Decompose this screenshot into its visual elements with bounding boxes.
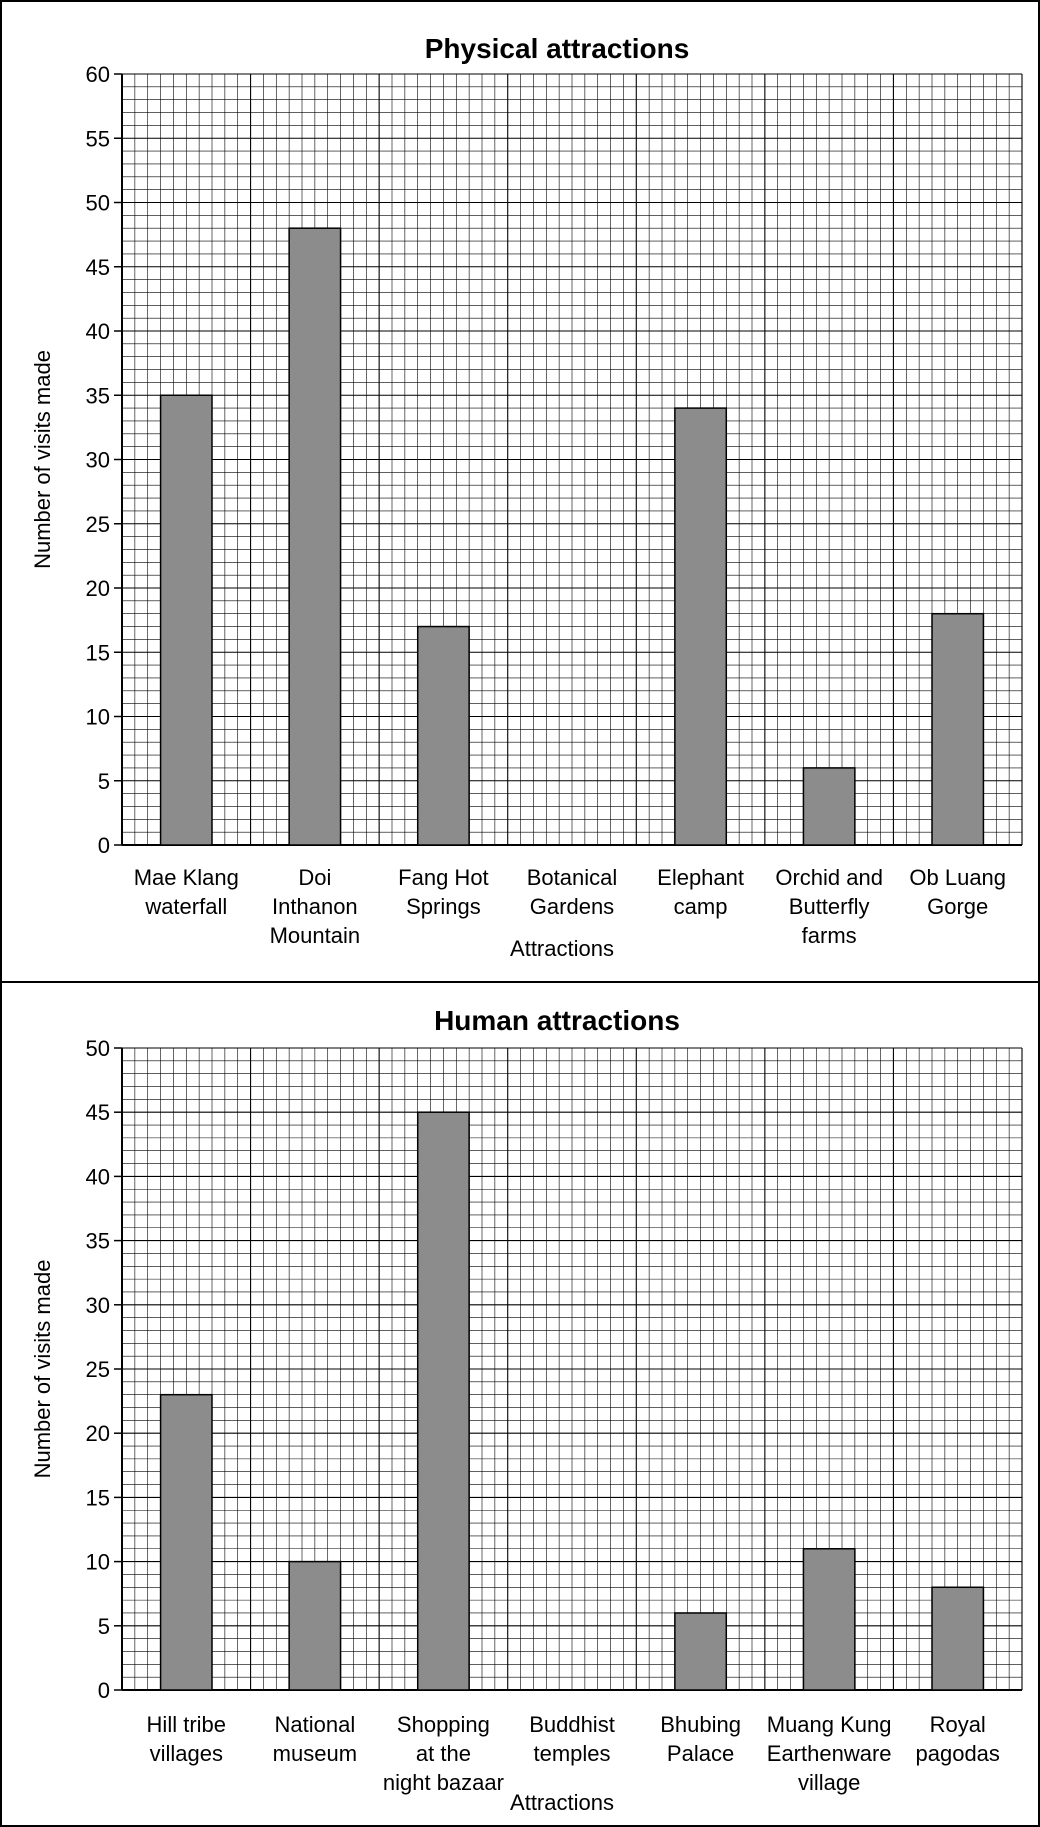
bar — [288, 1560, 342, 1691]
category-label: Orchid and — [775, 865, 883, 890]
category-label: Mountain — [270, 923, 361, 948]
category-label: Elephant — [657, 865, 744, 890]
category-label: at the — [416, 1741, 471, 1766]
chart-title: Physical attractions — [425, 33, 690, 64]
x-axis-label: Attractions — [510, 936, 614, 961]
y-tick-label: 45 — [86, 255, 110, 280]
category-label: Bhubing — [660, 1712, 741, 1737]
y-tick-label: 40 — [86, 319, 110, 344]
y-tick-label: 60 — [86, 62, 110, 87]
category-label: Botanical — [527, 865, 618, 890]
category-label: camp — [674, 894, 728, 919]
bar — [416, 1111, 470, 1691]
y-tick-label: 10 — [86, 1550, 110, 1575]
y-axis-label: Number of visits made — [30, 350, 55, 569]
y-tick-label: 10 — [86, 705, 110, 730]
bar — [159, 1393, 213, 1691]
y-tick-label: 15 — [86, 640, 110, 665]
category-label: temples — [533, 1741, 610, 1766]
category-label: villages — [150, 1741, 223, 1766]
category-label: Buddhist — [529, 1712, 615, 1737]
category-label: Hill tribe — [147, 1712, 226, 1737]
y-tick-label: 45 — [86, 1100, 110, 1125]
bar — [802, 767, 856, 846]
y-tick-label: 25 — [86, 512, 110, 537]
y-tick-label: 15 — [86, 1485, 110, 1510]
y-tick-label: 30 — [86, 448, 110, 473]
y-tick-label: 20 — [86, 576, 110, 601]
category-label: Fang Hot — [398, 865, 489, 890]
category-label: Gorge — [927, 894, 988, 919]
y-tick-label: 20 — [86, 1421, 110, 1446]
bar — [159, 394, 213, 846]
y-tick-label: 5 — [98, 1614, 110, 1639]
category-label: museum — [273, 1741, 357, 1766]
category-label: Shopping — [397, 1712, 490, 1737]
bar — [931, 612, 985, 846]
y-tick-label: 0 — [98, 833, 110, 858]
category-label: Inthanon — [272, 894, 358, 919]
y-tick-label: 5 — [98, 769, 110, 794]
category-label: Mae Klang — [134, 865, 239, 890]
category-label: Gardens — [530, 894, 614, 919]
y-tick-label: 40 — [86, 1164, 110, 1189]
category-label: night bazaar — [383, 1770, 504, 1795]
y-tick-label: 50 — [86, 1036, 110, 1061]
y-tick-label: 35 — [86, 1229, 110, 1254]
category-label: Springs — [406, 894, 481, 919]
y-tick-label: 35 — [86, 383, 110, 408]
category-label: farms — [802, 923, 857, 948]
x-axis-label: Attractions — [510, 1790, 614, 1815]
chart-title: Human attractions — [434, 1005, 680, 1036]
category-label: Earthenware — [767, 1741, 892, 1766]
y-tick-label: 55 — [86, 126, 110, 151]
y-tick-label: 25 — [86, 1357, 110, 1382]
bar — [802, 1548, 856, 1691]
bar — [674, 407, 728, 846]
category-label: Palace — [667, 1741, 734, 1766]
category-label: Royal — [930, 1712, 986, 1737]
category-label: waterfall — [144, 894, 227, 919]
category-label: pagodas — [916, 1741, 1000, 1766]
y-axis-label: Number of visits made — [30, 1260, 55, 1479]
y-tick-label: 0 — [98, 1678, 110, 1703]
category-label: National — [274, 1712, 355, 1737]
category-label: Ob Luang — [909, 865, 1006, 890]
category-label: Butterfly — [789, 894, 870, 919]
category-label: Muang Kung — [767, 1712, 892, 1737]
bar — [288, 227, 342, 846]
category-label: village — [798, 1770, 860, 1795]
bar — [416, 625, 470, 846]
y-tick-label: 50 — [86, 191, 110, 216]
bar — [674, 1612, 728, 1691]
category-label: Doi — [298, 865, 331, 890]
bar — [931, 1586, 985, 1691]
y-tick-label: 30 — [86, 1293, 110, 1318]
